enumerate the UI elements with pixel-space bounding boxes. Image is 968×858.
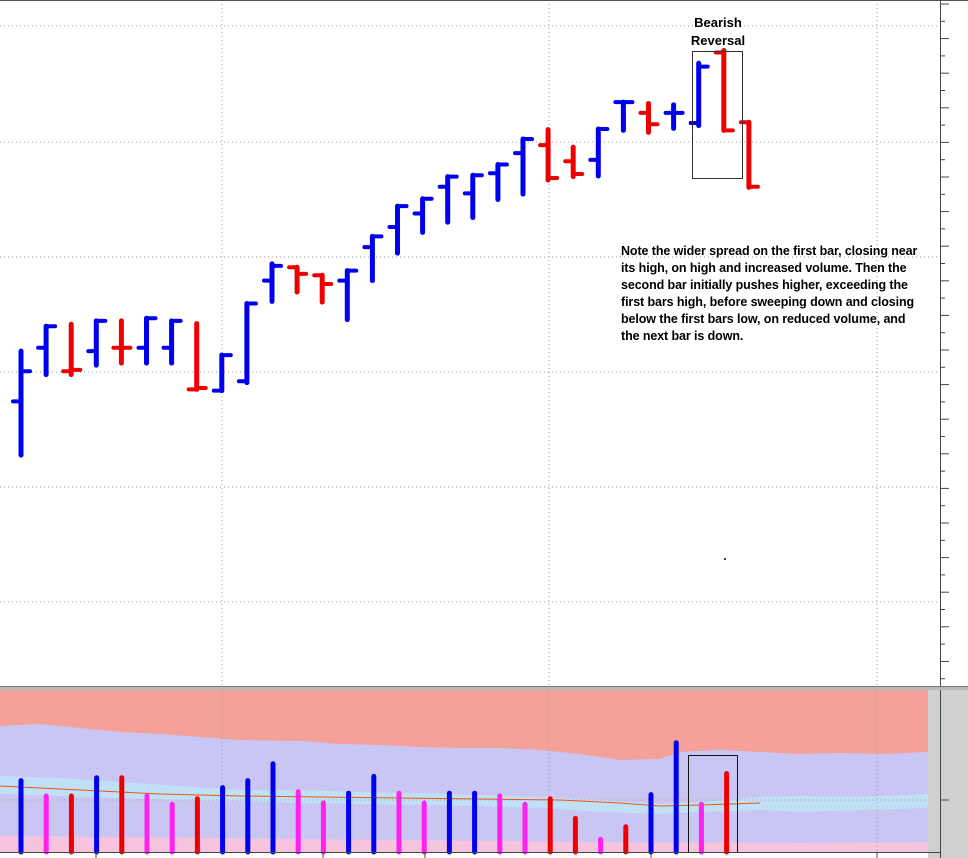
volume-bands [0, 690, 928, 852]
ohlc-bar [437, 174, 459, 225]
ohlc-bar [287, 264, 309, 295]
ohlc-bars [11, 47, 760, 458]
ohlc-bar [688, 60, 710, 129]
ohlc-bar [236, 300, 258, 386]
ohlc-bar [161, 318, 183, 366]
ohlc-bar [262, 261, 283, 304]
ohlc-bar [111, 318, 133, 366]
price-gridlines [0, 0, 940, 686]
volume-gridlines [0, 690, 928, 852]
ohlc-bar [136, 315, 158, 366]
ohlc-bar [613, 99, 635, 133]
reversal-price-box [692, 51, 743, 179]
pane-divider [0, 686, 968, 690]
ohlc-bar [462, 172, 484, 221]
ohlc-bar [638, 100, 660, 135]
ohlc-bar [588, 126, 610, 179]
ohlc-bar [663, 102, 685, 131]
ohlc-bar [513, 136, 534, 197]
ohlc-bar [362, 233, 384, 284]
ohlc-bar [61, 321, 83, 378]
band-lightblue [0, 776, 928, 814]
ohlc-bar [563, 144, 585, 180]
ohlc-bar [487, 162, 509, 202]
bearish-reversal-label: Bearish Reversal [672, 14, 764, 50]
ohlc-bar [412, 196, 434, 235]
ohlc-bar [387, 203, 409, 256]
ohlc-bar [211, 352, 233, 394]
stray-dot [724, 558, 726, 560]
ohlc-bar [11, 348, 32, 458]
reversal-label-line1: Bearish [694, 15, 742, 30]
ohlc-bar [86, 318, 108, 368]
ohlc-bar [312, 272, 334, 305]
ohlc-bar [186, 321, 208, 392]
ohlc-bar [337, 268, 359, 323]
ohlc-bar [713, 47, 735, 133]
volume-axis-area [928, 690, 968, 858]
ohlc-bar [538, 127, 560, 183]
volume-bars [18, 740, 730, 855]
ohlc-bar [36, 323, 58, 378]
reversal-label-line2: Reversal [690, 33, 746, 48]
volume-moving-average [0, 785, 761, 807]
band-pink [0, 836, 928, 852]
annotation-note: Note the wider spread on the first bar, … [621, 244, 918, 343]
moving-average-line [0, 785, 761, 807]
ohlc-bar [738, 119, 760, 190]
